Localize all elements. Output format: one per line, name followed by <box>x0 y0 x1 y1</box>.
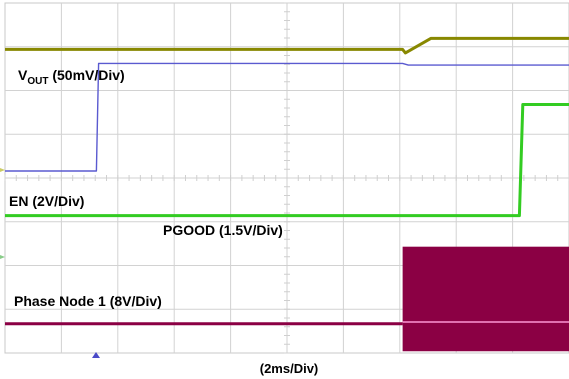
en-label: EN (2V/Div) <box>9 193 84 209</box>
trace-line-0 <box>5 36 569 55</box>
trace-line-1 <box>5 62 569 172</box>
vout-label-main: V <box>18 67 28 83</box>
channel-offset-marker-icon <box>0 255 5 259</box>
phase-node-label: Phase Node 1 (8V/Div) <box>14 293 162 309</box>
phase-node-switching-band <box>402 246 569 352</box>
vout-label-sub: OUT <box>27 76 48 87</box>
trace-2 <box>5 103 569 218</box>
trace-3 <box>5 246 569 352</box>
x-axis-label: (2ms/Div) <box>260 361 319 376</box>
trigger-marker-icon <box>92 352 100 358</box>
pgood-label: PGOOD (1.5V/Div) <box>163 222 283 238</box>
trace-0 <box>5 36 569 55</box>
vout-label-tail: (50mV/Div) <box>48 67 124 83</box>
channel-offset-marker-icon <box>0 168 5 172</box>
traces <box>0 36 569 358</box>
trace-line-2 <box>5 103 569 218</box>
vout-label: VOUT (50mV/Div) <box>18 67 125 87</box>
trace-1 <box>5 62 569 172</box>
